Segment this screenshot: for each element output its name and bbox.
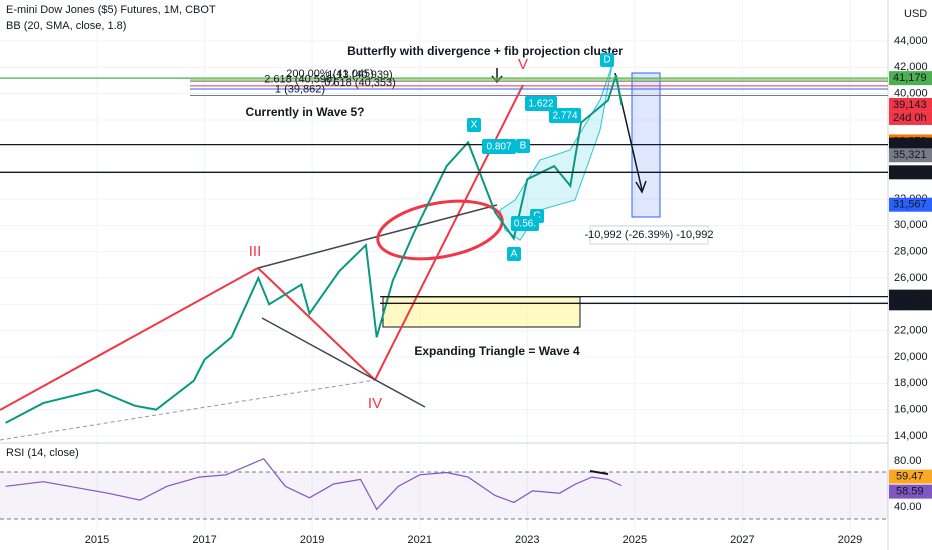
countdown-box bbox=[889, 111, 932, 125]
price-label-box bbox=[889, 165, 932, 180]
rsi-label: 58.59 bbox=[896, 486, 924, 498]
y-tick-label: 30,000 bbox=[894, 219, 928, 231]
price-label: 34,026 bbox=[893, 166, 927, 178]
grid bbox=[0, 0, 888, 530]
circle bbox=[376, 199, 504, 261]
wave-label: III bbox=[249, 243, 262, 260]
zone bbox=[382, 296, 581, 328]
y-tick-label: 16,000 bbox=[894, 404, 928, 416]
pattern-points: X A B C D 0.807 1.622 2.774 0.56. bbox=[467, 53, 614, 261]
fib-label: 1 (39,862) bbox=[275, 83, 325, 95]
currency: USD bbox=[904, 8, 927, 20]
y-tick-label: 40,000 bbox=[894, 88, 928, 100]
wave-label: V bbox=[518, 56, 528, 73]
y-tick-label: 28,000 bbox=[894, 246, 928, 258]
x-tick-label: 2017 bbox=[192, 534, 216, 546]
harmonic bbox=[499, 64, 613, 241]
annotation: Expanding Triangle = Wave 4 bbox=[414, 344, 580, 358]
point-label: X bbox=[471, 120, 478, 131]
rsi-band bbox=[0, 472, 888, 519]
price-label-box bbox=[889, 296, 932, 311]
x-tick-label: 2021 bbox=[407, 534, 431, 546]
plot bbox=[0, 74, 888, 511]
price-label-box bbox=[889, 97, 932, 112]
rsi-tick-label: 40.00 bbox=[894, 501, 922, 513]
trend bbox=[0, 379, 376, 441]
x-tick-label: 2027 bbox=[730, 534, 754, 546]
measure-label: -10,992 (-26.39%) -10,992 bbox=[584, 229, 713, 241]
price-label: 41,179 bbox=[893, 72, 927, 84]
y-tick-label: 18,000 bbox=[894, 377, 928, 389]
price-label-box bbox=[889, 137, 932, 152]
countdown: 24d 0h bbox=[893, 112, 927, 124]
point-label: D bbox=[603, 55, 610, 66]
rsi-label-box bbox=[889, 484, 932, 499]
price-label: 31,567 bbox=[893, 199, 927, 211]
ratio-label: 0.807 bbox=[486, 142, 511, 153]
fib-label: 1.13 (40,939) bbox=[327, 69, 392, 81]
price-label: 39,143 bbox=[893, 99, 927, 111]
wave-line bbox=[257, 267, 376, 381]
price-label: 35,321 bbox=[893, 149, 927, 161]
y-tick-label: 44,000 bbox=[894, 35, 928, 47]
rsi-tick-label: 80.00 bbox=[894, 455, 922, 467]
ratio-box bbox=[482, 139, 516, 154]
y-tick-label: 42,000 bbox=[894, 61, 928, 73]
measure-label-box bbox=[589, 225, 709, 245]
price-label: 36,131 bbox=[893, 139, 927, 151]
x-tick-label: 2023 bbox=[515, 534, 539, 546]
price-line bbox=[5, 74, 623, 424]
indicator: BB (20, SMA, close, 1.8) bbox=[6, 20, 126, 32]
ratio-box bbox=[549, 108, 581, 123]
triangle-line bbox=[261, 317, 426, 408]
arrow bbox=[635, 180, 647, 194]
x-tick-label: 2019 bbox=[300, 534, 324, 546]
point-label: B bbox=[520, 141, 527, 152]
price-label: 24,076 bbox=[893, 297, 927, 309]
rsi-label-box bbox=[889, 469, 932, 484]
rsi-line bbox=[5, 457, 622, 511]
x-tick-label: 2029 bbox=[838, 534, 862, 546]
y-tick-label: 22,000 bbox=[894, 325, 928, 337]
y-tick-label: 14,000 bbox=[894, 430, 928, 442]
wave-label: IV bbox=[368, 395, 382, 412]
price-label-box bbox=[889, 197, 932, 212]
annotation: Butterfly with divergence + fib projecti… bbox=[347, 44, 623, 58]
title: E-mini Dow Jones ($5) Futures, 1M, CBOT bbox=[6, 4, 216, 16]
x-tick-label: 2025 bbox=[623, 534, 647, 546]
ratio-label: 2.774 bbox=[552, 111, 577, 122]
x-tick-label: 2015 bbox=[85, 534, 109, 546]
point-label: A bbox=[511, 249, 518, 260]
price-label-box bbox=[889, 71, 932, 86]
ratio-label: 1.622 bbox=[528, 99, 553, 110]
price-label-box bbox=[889, 148, 932, 163]
point-box bbox=[516, 139, 530, 153]
ratio-label: 0.56. bbox=[514, 219, 536, 230]
ratio-box bbox=[525, 96, 557, 111]
divergence bbox=[589, 470, 609, 475]
y-tick-label: 20,000 bbox=[894, 351, 928, 363]
ratio-box bbox=[511, 216, 539, 231]
fib-label: 0.618 (40,353) bbox=[324, 77, 396, 89]
point-box bbox=[467, 118, 481, 132]
fib-label: 200.00% (41,045) bbox=[286, 68, 373, 80]
rsi-title: RSI (14, close) bbox=[6, 447, 79, 459]
annotation: Currently in Wave 5? bbox=[246, 105, 365, 119]
rsi-label: 59.47 bbox=[896, 471, 924, 483]
y-tick-label: 26,000 bbox=[894, 272, 928, 284]
fib-label: 2.618 (40,596) bbox=[264, 74, 336, 86]
wave-line bbox=[374, 84, 524, 381]
point-box bbox=[507, 247, 521, 261]
point-box bbox=[600, 53, 614, 67]
wave-line bbox=[0, 267, 259, 411]
